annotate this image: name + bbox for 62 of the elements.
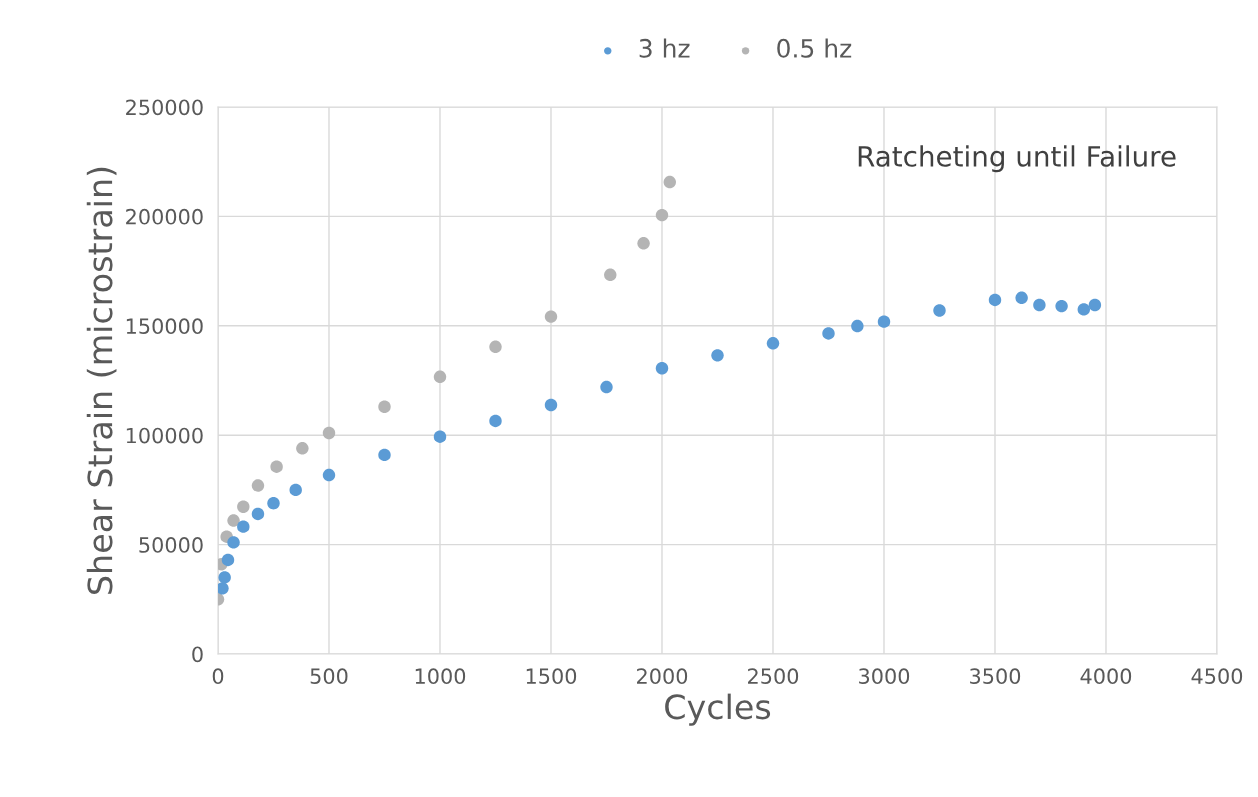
point (1055, 299, 1068, 313)
point (489, 340, 502, 354)
x-tick-label: 4500 (1191, 668, 1243, 685)
point (663, 175, 676, 189)
y-axis-title: Shear Strain (microstrain) (86, 167, 117, 594)
point (711, 349, 724, 362)
point (988, 293, 1002, 307)
y-tick-label: 0 (192, 646, 203, 663)
x-tick-label: 0 (212, 668, 224, 685)
point (378, 400, 391, 413)
point (655, 208, 669, 222)
point (322, 468, 336, 482)
point (851, 319, 864, 333)
annotation: Ratcheting until Failure (858, 145, 1176, 173)
point (544, 398, 558, 412)
point (600, 380, 613, 394)
x-tick-label: 500 (310, 668, 348, 685)
y-tick-label: 250000 (126, 99, 203, 116)
point (221, 553, 235, 567)
x-tick-label: 1500 (526, 668, 577, 685)
x-tick-label: 2000 (637, 668, 688, 685)
point (322, 426, 336, 440)
point (267, 497, 280, 510)
x-tick-label: 3500 (970, 668, 1021, 685)
point (766, 337, 780, 350)
point (655, 362, 669, 375)
x-tick-label: 3000 (859, 668, 910, 685)
point (218, 571, 231, 584)
point (218, 582, 229, 595)
point (270, 460, 283, 473)
point (296, 442, 309, 455)
point (1033, 298, 1046, 312)
point (237, 500, 250, 513)
y-tick-label: 200000 (126, 208, 203, 225)
point (433, 430, 447, 443)
point (289, 483, 302, 497)
point (544, 310, 558, 323)
y-tick-label: 150000 (126, 318, 203, 335)
y-tick-label: 100000 (126, 427, 203, 444)
point (822, 327, 835, 340)
point (251, 479, 265, 492)
point (1077, 303, 1091, 316)
point (227, 536, 240, 549)
legend-label: 0.5 hz (777, 38, 852, 58)
point (251, 507, 265, 521)
point (604, 268, 617, 282)
point (227, 514, 240, 527)
y-tick-label: 50000 (139, 537, 203, 553)
point (378, 448, 391, 462)
x-tick-label: 4000 (1080, 668, 1132, 685)
x-tick-label: 1000 (415, 668, 466, 685)
x-axis-title: Cycles (665, 693, 771, 726)
point (877, 315, 891, 328)
x-tick-label: 2500 (748, 668, 799, 685)
point (1015, 291, 1028, 304)
legend-label: 3 hz (639, 38, 690, 58)
point (1088, 298, 1102, 312)
point (489, 414, 502, 428)
point (637, 237, 650, 250)
point (433, 370, 447, 383)
point (237, 520, 250, 533)
point (933, 304, 946, 317)
